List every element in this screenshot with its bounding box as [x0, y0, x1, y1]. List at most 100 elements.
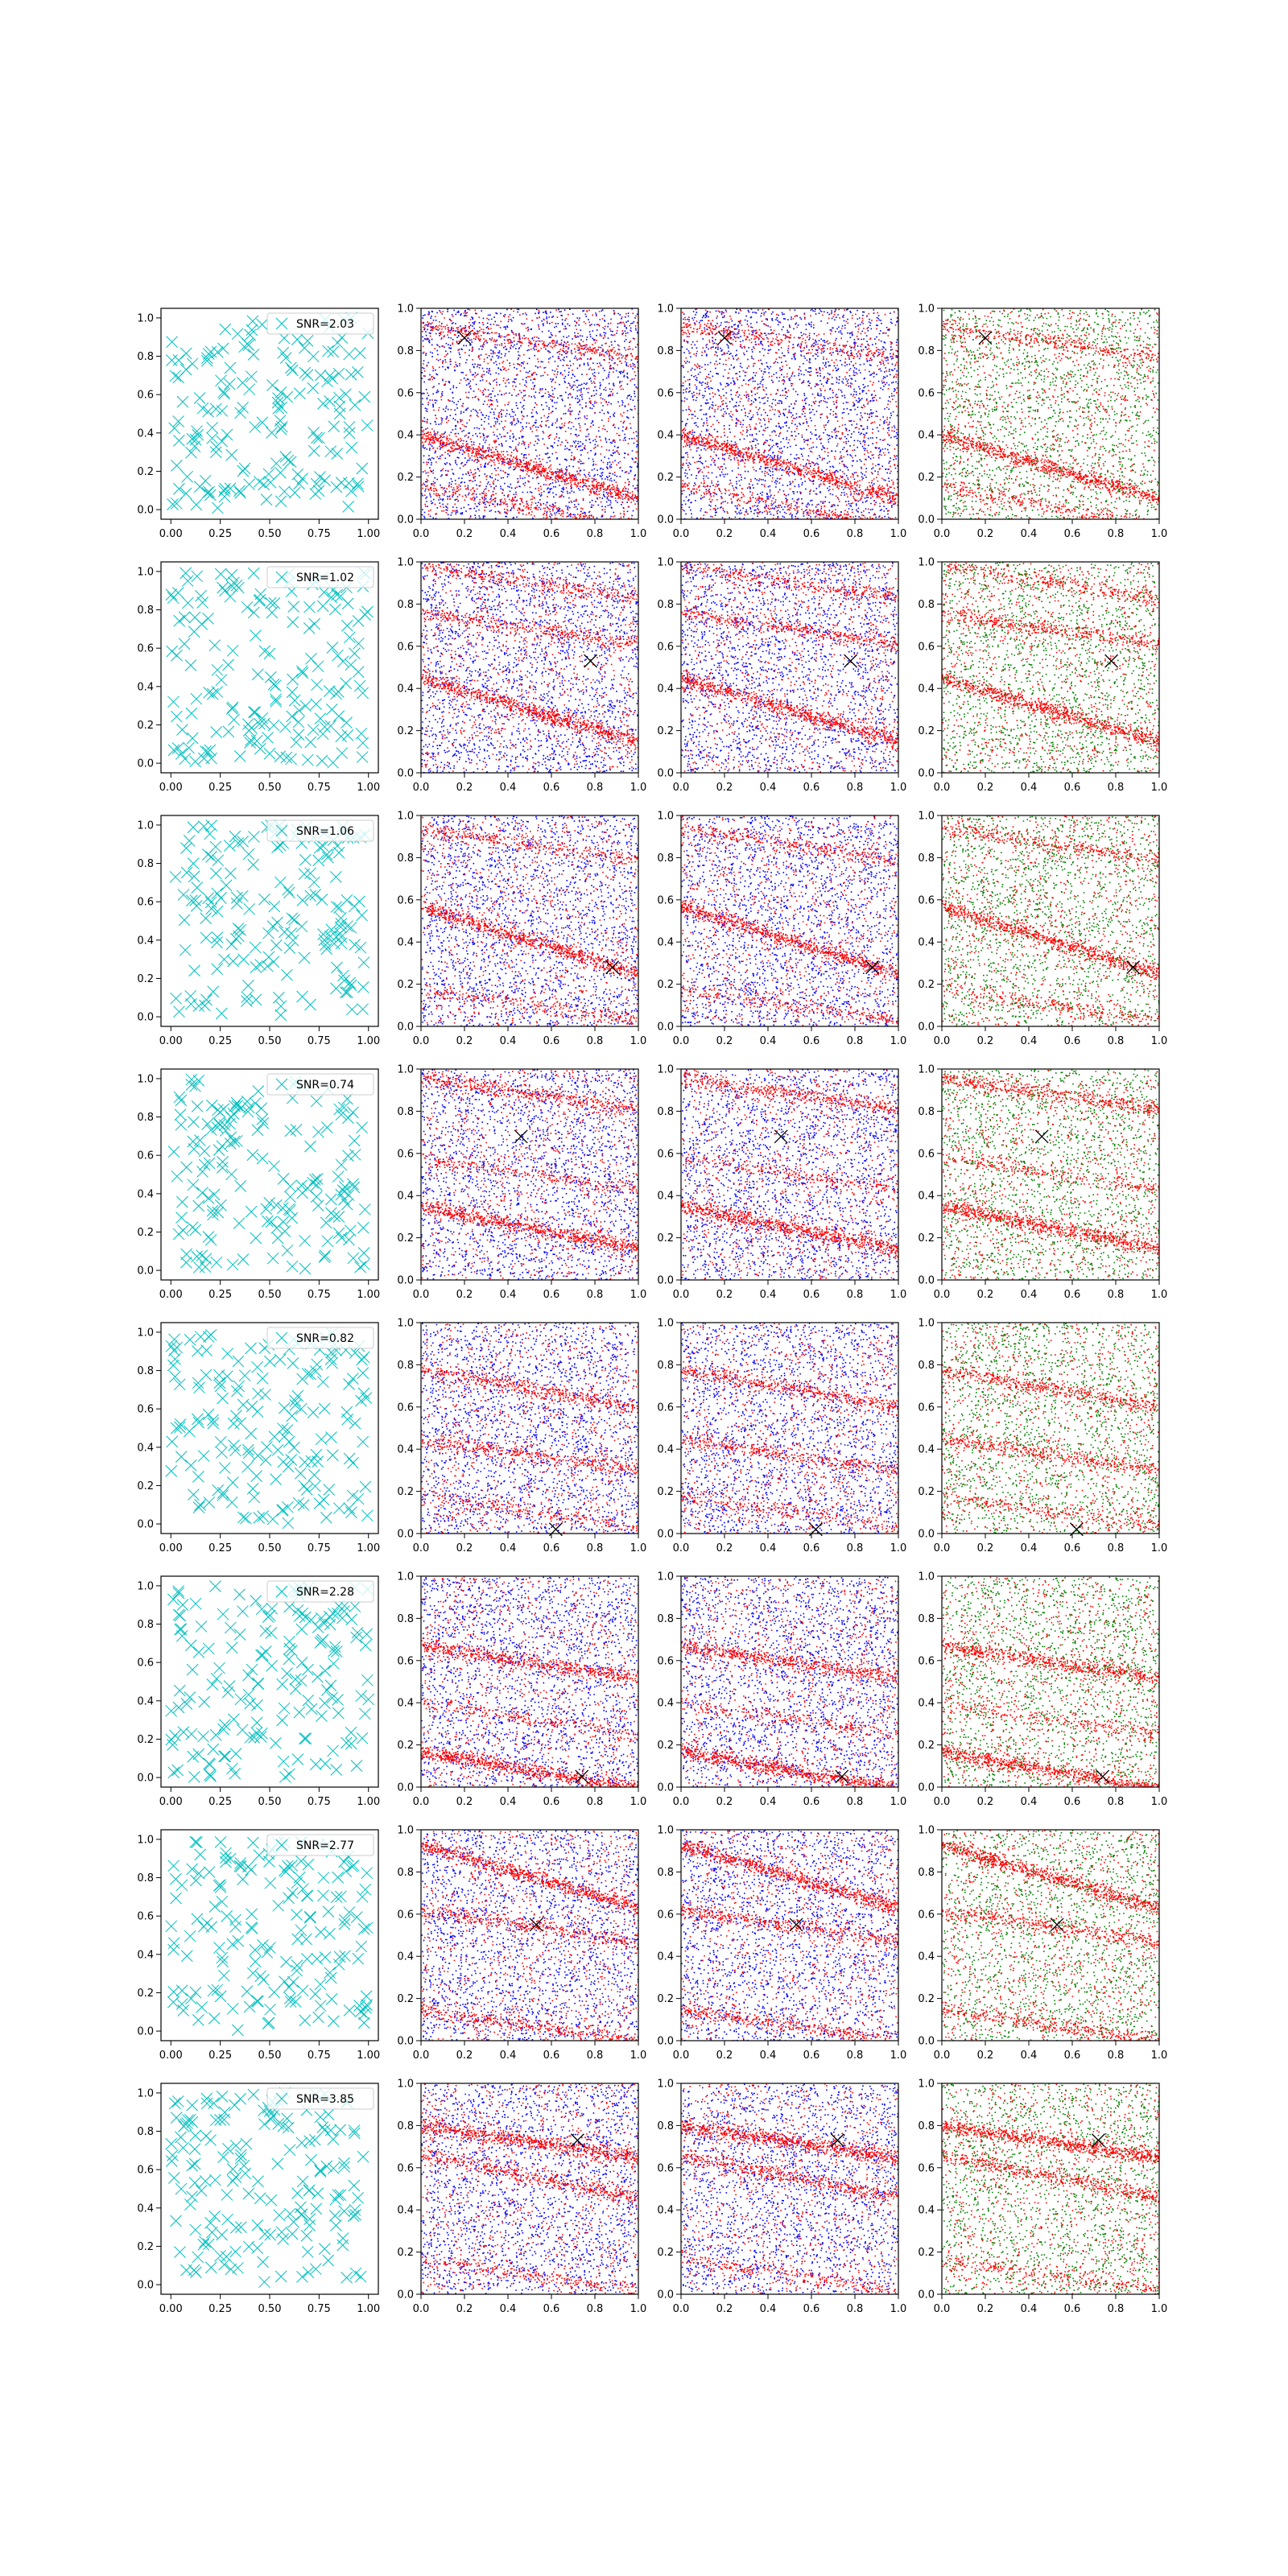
scatter-point [296, 1657, 308, 1668]
scatter-point [347, 1373, 358, 1385]
scatter-point [173, 483, 184, 494]
dot-field-ytick-label: 0.0 [918, 1529, 935, 1541]
scatter-point [208, 2098, 220, 2109]
scatter-point [299, 869, 310, 880]
scatter-point [244, 2001, 255, 2013]
scatter-point [359, 1708, 370, 1719]
random-scatter-xtick-label: 0.25 [208, 1796, 232, 1808]
noise-dots [942, 815, 1161, 1028]
scatter-point [215, 1836, 226, 1847]
scatter-point [250, 942, 261, 953]
scatter-point [321, 943, 332, 955]
scatter-point [299, 952, 310, 964]
scatter-point [217, 1162, 228, 1173]
scatter-point [253, 2176, 264, 2187]
random-scatter-xtick-label: 1.00 [357, 1796, 380, 1808]
scatter-point [193, 1748, 204, 1760]
legend-label: SNR=2.77 [296, 1839, 354, 1852]
dot-field-ytick-label: 0.4 [397, 1951, 414, 1963]
legend-label: SNR=2.28 [296, 1586, 354, 1599]
random-scatter-xtick-label: 0.75 [308, 1542, 331, 1554]
scatter-point [227, 1938, 238, 1950]
dot-field-xtick-label: 0.0 [934, 528, 951, 540]
scatter-point [284, 1204, 295, 1216]
scatter-point [206, 851, 217, 862]
scatter-point [226, 1642, 237, 1653]
scatter-point [329, 1641, 341, 1653]
dot-field-ytick-label: 0.4 [918, 1191, 935, 1203]
scatter-point [206, 753, 217, 764]
dot-field-xtick-label: 0.4 [1021, 1542, 1038, 1554]
scatter-point [275, 496, 287, 507]
random-scatter-ytick-label: 0.0 [137, 1773, 154, 1785]
scatter-point [200, 932, 212, 943]
scatter-point [256, 1604, 267, 1615]
scatter-point [337, 656, 349, 667]
random-scatter-xtick-label: 0.25 [208, 1542, 232, 1554]
scatter-point [217, 582, 229, 593]
scatter-point [169, 2098, 180, 2109]
scatter-point [281, 1668, 292, 1679]
dot-field-xtick-label: 0.0 [413, 2050, 430, 2062]
random-scatter-xtick-label: 0.00 [159, 1289, 183, 1301]
scatter-point [273, 1900, 284, 1911]
dot-field-points [942, 308, 1161, 531]
scatter-point [266, 427, 278, 439]
random-scatter-ytick-label: 0.8 [137, 1365, 154, 1377]
scatter-point [227, 1477, 238, 1488]
scatter-point [308, 445, 320, 456]
scatter-point [232, 328, 243, 340]
dot-field-ytick-label: 0.6 [657, 1909, 674, 1921]
scatter-point [312, 661, 324, 672]
dot-field-points [942, 815, 1161, 1028]
scatter-point [204, 1496, 215, 1508]
scatter-point [357, 463, 368, 474]
dot-field-xtick-label: 0.6 [543, 1289, 560, 1301]
scatter-point [193, 1646, 204, 1657]
scatter-point [219, 1719, 230, 1731]
random-scatter-ytick-label: 0.4 [137, 427, 154, 440]
dot-field-xtick-label: 0.0 [413, 1796, 430, 1808]
scatter-point [250, 962, 262, 973]
random-scatter-ytick-label: 1.0 [137, 1580, 154, 1592]
scatter-point [226, 569, 237, 580]
dot-field-xtick-label: 0.0 [673, 1796, 690, 1808]
scatter-point [337, 2232, 349, 2244]
legend-label: SNR=0.74 [296, 1079, 354, 1092]
dot-field-xtick-label: 0.8 [847, 782, 864, 794]
scatter-point [341, 717, 352, 729]
dot-field-xtick-label: 1.0 [1151, 1035, 1168, 1047]
dot-field-panel: 0.0 0.2 0.4 0.6 0.8 1.00.00.20.40.60.81.0 [657, 557, 906, 795]
random-scatter-panel: 0.00 0.25 0.50 0.75 1.000.00.20.40.60.81.0 SN… [137, 1069, 380, 1301]
scatter-point [202, 487, 213, 498]
scatter-point [226, 449, 237, 460]
scatter-point [217, 343, 229, 354]
scatter-point [207, 1679, 218, 1690]
scatter-point [328, 1745, 339, 1757]
scatter-point [198, 1451, 209, 1462]
scatter-point [189, 965, 200, 976]
dot-field-xtick-label: 0.6 [543, 528, 560, 540]
dot-field-xtick-label: 0.6 [543, 1035, 560, 1047]
scatter-point [311, 432, 322, 444]
scatter-point [228, 577, 239, 588]
dot-field-ytick-label: 0.6 [397, 894, 414, 906]
dot-field-ytick-label: 0.8 [397, 2120, 414, 2132]
scatter-point [250, 1232, 262, 1244]
scatter-point [170, 2215, 181, 2227]
scatter-point [181, 1951, 192, 1962]
random-scatter-ytick-label: 0.6 [137, 1404, 154, 1416]
scatter-point [249, 1492, 260, 1503]
dot-field-ytick-label: 0.6 [657, 1402, 674, 1414]
dot-field-ytick-label: 0.4 [918, 1951, 935, 1963]
scatter-point [272, 1444, 283, 1455]
scatter-point [202, 1118, 213, 1129]
scatter-point [242, 1461, 254, 1472]
dot-field-xtick-label: 0.6 [543, 1542, 560, 1554]
scatter-point [190, 1080, 201, 1092]
scatter-point [228, 1418, 239, 1429]
dot-field-ytick-label: 0.2 [397, 1740, 414, 1752]
scatter-point [358, 1259, 369, 1270]
dot-field-ytick-label: 0.0 [657, 2289, 674, 2301]
scatter-point [246, 1206, 257, 1217]
